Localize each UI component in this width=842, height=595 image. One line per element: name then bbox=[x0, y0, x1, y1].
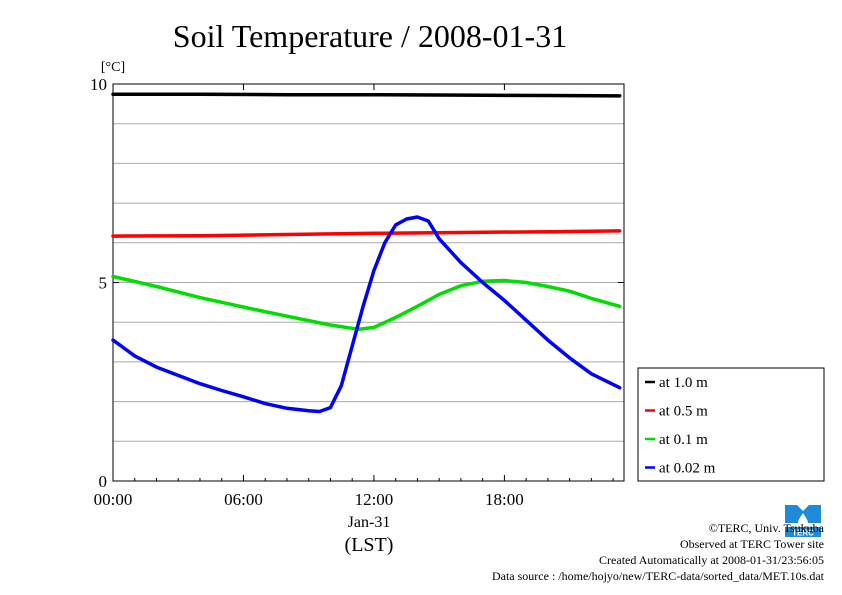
x-tick-label: 18:00 bbox=[485, 490, 524, 509]
x-axis-unit-label: (LST) bbox=[345, 534, 394, 556]
x-tick-label: 12:00 bbox=[355, 490, 394, 509]
x-axis: 00:00 06:00 12:00 18:00 bbox=[94, 84, 614, 509]
source-text: Data source : /home/hojyo/new/TERC-data/… bbox=[491, 569, 824, 583]
credits: ©TERC, Univ. Tsukuba Observed at TERC To… bbox=[492, 520, 824, 584]
series-line-3 bbox=[111, 215, 622, 414]
copyright-text: ©TERC, Univ. Tsukuba bbox=[708, 521, 824, 535]
series-line-2 bbox=[111, 274, 622, 332]
legend: at 1.0 m at 0.5 m at 0.1 m at 0.02 m bbox=[637, 367, 825, 482]
y-tick-label: 0 bbox=[99, 472, 108, 491]
x-axis-date-label: Jan-31 bbox=[348, 514, 391, 531]
y-axis-unit: [°C] bbox=[101, 60, 125, 75]
x-tick-label: 06:00 bbox=[224, 490, 263, 509]
terc-logo-icon: TERC bbox=[783, 503, 823, 539]
site-text: Observed at TERC Tower site bbox=[679, 537, 824, 551]
y-axis: 0 5 10 bbox=[90, 75, 624, 491]
series-line-0 bbox=[111, 92, 622, 98]
created-text: Created Automatically at 2008-01-31/23:5… bbox=[599, 553, 824, 567]
legend-label: at 0.5 m bbox=[659, 404, 708, 420]
x-tick-label: 00:00 bbox=[94, 490, 133, 509]
legend-label: at 0.02 m bbox=[659, 461, 716, 477]
logo-text: TERC bbox=[792, 529, 814, 538]
series-line-1 bbox=[111, 229, 622, 238]
legend-label: at 0.1 m bbox=[659, 432, 708, 448]
series-lines bbox=[111, 92, 622, 414]
legend-label: at 1.0 m bbox=[659, 375, 708, 391]
chart-title: Soil Temperature / 2008-01-31 bbox=[173, 18, 567, 54]
legend-box bbox=[637, 367, 825, 482]
y-tick-label: 5 bbox=[99, 274, 108, 293]
y-tick-label: 10 bbox=[90, 75, 107, 94]
